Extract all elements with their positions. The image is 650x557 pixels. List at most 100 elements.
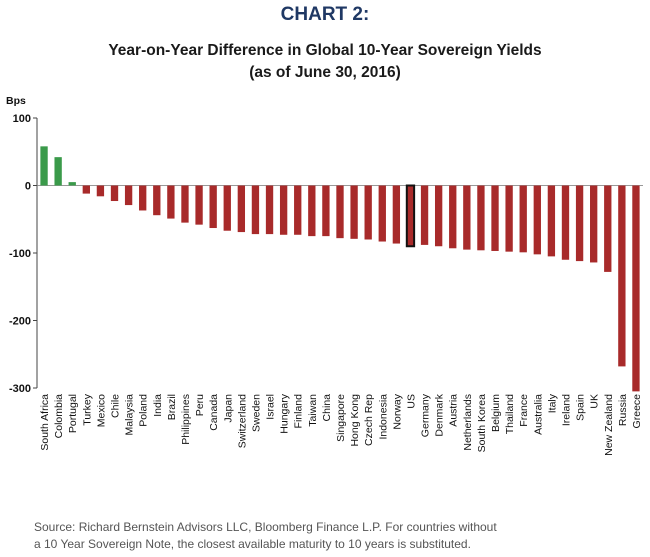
x-tick-label: Indonesia <box>377 394 389 440</box>
bar-indonesia <box>378 185 386 242</box>
bar-india <box>153 185 161 216</box>
bar-uk <box>590 185 598 263</box>
chart-title-line1: Year-on-Year Difference in Global 10-Yea… <box>108 42 542 59</box>
bar-belgium <box>491 185 499 251</box>
bar-sweden <box>251 185 260 235</box>
x-tick-label: France <box>518 394 530 427</box>
x-tick-label: Chile <box>110 394 122 418</box>
bar-austria <box>449 185 457 249</box>
x-tick-label: Portugal <box>67 394 79 433</box>
bar-new-zealand <box>604 185 612 272</box>
x-tick-label: Finland <box>293 394 305 429</box>
bar-czech-rep <box>364 185 372 240</box>
x-tick-label: Germany <box>420 393 432 437</box>
y-tick-label: -300 <box>9 383 31 395</box>
bar-south-korea <box>477 185 485 251</box>
x-tick-label: Belgium <box>490 394 502 432</box>
source-line2: a 10 Year Sovereign Note, the closest av… <box>34 537 471 551</box>
x-tick-label: Mexico <box>95 394 107 427</box>
bar-chile <box>110 185 119 202</box>
bar-china <box>322 185 330 237</box>
source-line1: Source: Richard Bernstein Advisors LLC, … <box>34 520 497 534</box>
y-tick-label: -200 <box>9 316 31 328</box>
bar-hong-kong <box>350 185 358 239</box>
bar-thailand <box>505 185 513 252</box>
x-tick-label: Taiwan <box>307 394 319 427</box>
source-note: Source: Richard Bernstein Advisors LLC, … <box>34 519 634 553</box>
bar-israel <box>265 185 274 235</box>
x-tick-label: Canada <box>208 394 220 431</box>
x-tick-label: Israel <box>265 394 277 420</box>
x-tick-label: South Africa <box>39 394 51 451</box>
bar-finland <box>294 185 302 235</box>
x-tick-label: Australia <box>532 394 544 435</box>
x-tick-label: Philippines <box>180 394 192 445</box>
bar-germany <box>420 185 429 245</box>
x-tick-label: India <box>152 394 164 417</box>
bar-poland <box>139 185 147 211</box>
x-tick-label: Thailand <box>504 394 516 434</box>
bar-peru <box>195 185 203 225</box>
bar-greece <box>632 185 640 392</box>
y-tick-label: -100 <box>9 248 31 260</box>
chart-number: CHART 2: <box>280 4 370 25</box>
bar-australia <box>533 185 541 255</box>
x-tick-label: US <box>405 394 417 409</box>
y-axis-label: Bps <box>6 95 26 107</box>
bar-colombia <box>54 157 62 186</box>
bar-south-africa <box>40 146 48 186</box>
x-tick-label: Peru <box>194 394 206 416</box>
bar-philippines <box>181 185 189 223</box>
y-tick-label: 100 <box>13 113 31 125</box>
x-tick-label: Norway <box>391 393 403 429</box>
x-tick-label: Spain <box>575 394 587 421</box>
x-tick-label: Turkey <box>81 393 93 425</box>
x-tick-label: Colombia <box>53 394 65 439</box>
bar-portugal <box>68 182 76 186</box>
x-tick-label: Netherlands <box>462 394 474 451</box>
bar-spain <box>575 185 584 262</box>
bar-malaysia <box>124 185 133 206</box>
x-tick-label: UK <box>589 394 601 409</box>
x-tick-label: Greece <box>631 394 643 429</box>
x-tick-label: New Zealand <box>603 394 615 456</box>
bar-norway <box>392 185 401 244</box>
bar-russia <box>618 185 626 367</box>
x-tick-label: Ireland <box>560 394 572 426</box>
x-tick-label: Malaysia <box>124 394 136 436</box>
bar-hungary <box>279 185 288 235</box>
bar-singapore <box>336 185 344 239</box>
x-tick-label: Singapore <box>335 394 347 442</box>
x-tick-label: Czech Rep <box>363 394 375 446</box>
x-tick-label: Italy <box>546 393 558 413</box>
x-tick-label: Sweden <box>250 394 262 432</box>
bar-ireland <box>561 185 570 260</box>
x-tick-label: Russia <box>617 394 629 426</box>
x-tick-label: Japan <box>222 394 234 423</box>
bar-canada <box>209 185 217 229</box>
bar-taiwan <box>308 185 316 237</box>
x-tick-label: Hungary <box>279 393 291 433</box>
bar-netherlands <box>463 185 471 250</box>
x-tick-label: Denmark <box>434 393 446 436</box>
bar-denmark <box>434 185 443 247</box>
x-tick-label: Austria <box>448 394 460 427</box>
bar-brazil <box>167 185 175 219</box>
bar-mexico <box>96 185 105 197</box>
x-tick-label: South Korea <box>476 394 488 453</box>
x-tick-label: Poland <box>138 394 150 427</box>
chart-title-line2: (as of June 30, 2016) <box>249 64 401 81</box>
bar-turkey <box>82 185 90 194</box>
bar-switzerland <box>237 185 246 233</box>
y-tick-label: 0 <box>25 181 31 193</box>
x-tick-label: Switzerland <box>236 394 248 448</box>
bar-france <box>519 185 527 253</box>
x-tick-label: Brazil <box>166 394 178 420</box>
chart-title: Year-on-Year Difference in Global 10-Yea… <box>0 40 650 84</box>
x-tick-label: Hong Kong <box>349 394 361 447</box>
bar-chart: 100 0 -100 -200 -300 South Africa Colombia Port… <box>9 113 643 456</box>
bar-us <box>405 184 416 248</box>
bar-italy <box>547 185 556 257</box>
bar-japan <box>223 185 231 231</box>
x-tick-label: China <box>321 394 333 422</box>
